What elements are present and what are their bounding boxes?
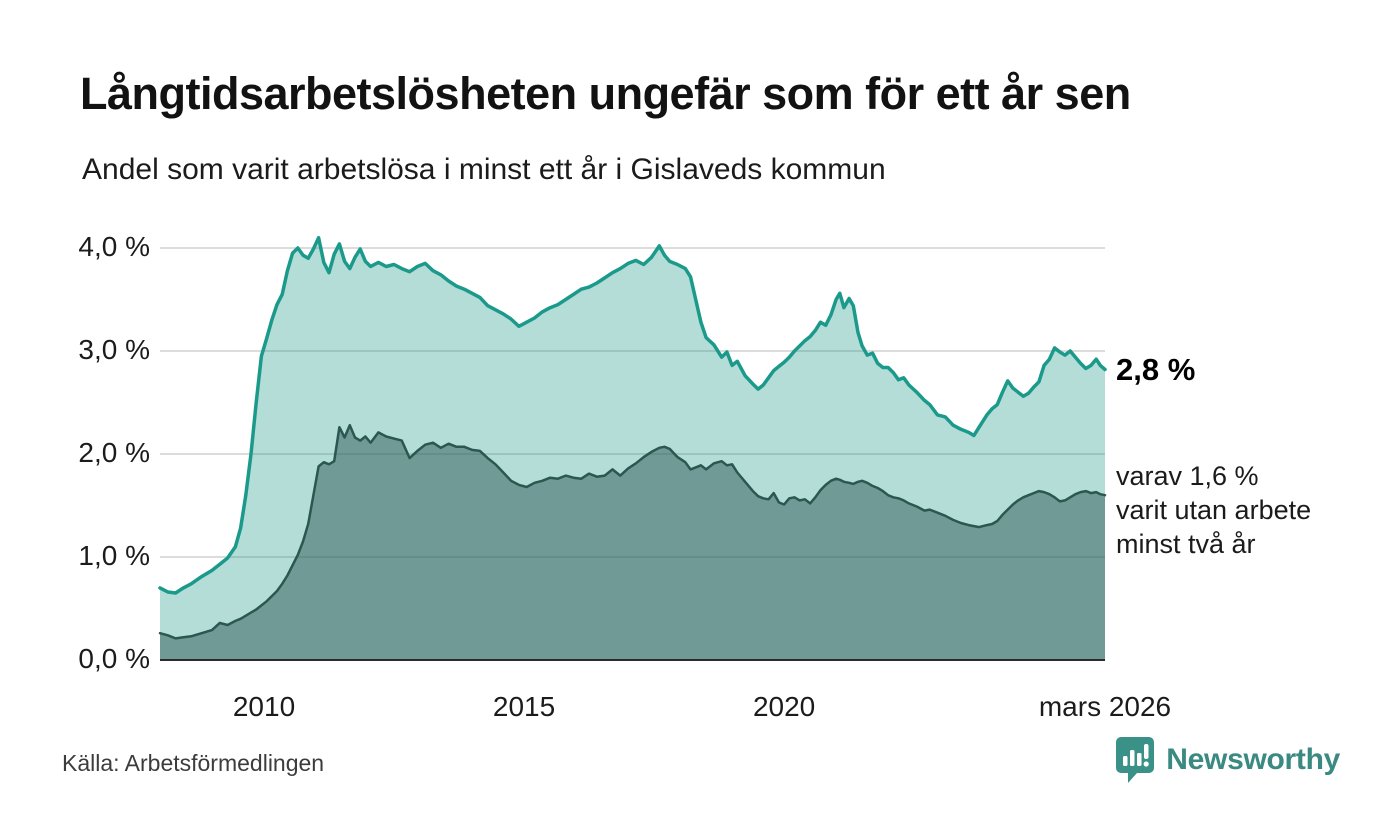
brand-logo: Newsworthy bbox=[1114, 734, 1340, 786]
y-tick-label: 3,0 % bbox=[78, 334, 150, 365]
brand-wordmark: Newsworthy bbox=[1166, 743, 1340, 776]
page-title: Långtidsarbetslösheten ungefär som för e… bbox=[80, 68, 1131, 119]
annotation-line: varav 1,6 % bbox=[1116, 461, 1259, 491]
one-year-line bbox=[158, 235, 1107, 595]
x-tick-label: 2010 bbox=[232, 691, 296, 722]
speech-bubble-bar-chart-icon bbox=[1116, 737, 1155, 783]
source-credit: Källa: Arbetsförmedlingen bbox=[62, 750, 325, 776]
annotation-line: varit utan arbete bbox=[1116, 495, 1312, 525]
y-tick-label: 0,0 % bbox=[78, 643, 150, 674]
y-tick-label: 2,0 % bbox=[78, 437, 150, 468]
x-tick-label: 2020 bbox=[752, 691, 816, 722]
two-year-line bbox=[158, 423, 1107, 640]
chart-subtitle: Andel som varit arbetslösa i minst ett å… bbox=[82, 153, 886, 186]
y-tick-label: 1,0 % bbox=[78, 540, 150, 571]
annotation-line: minst två år bbox=[1116, 529, 1256, 559]
y-tick-label: 4,0 % bbox=[78, 231, 150, 262]
x-tick-label: mars 2026 bbox=[1038, 691, 1172, 722]
x-tick-label: 2015 bbox=[492, 691, 556, 722]
secondary-series-annotation: varav 1,6 % varit utan arbete minst två … bbox=[1116, 459, 1311, 561]
end-value-label: 2,8 % bbox=[1116, 352, 1196, 387]
